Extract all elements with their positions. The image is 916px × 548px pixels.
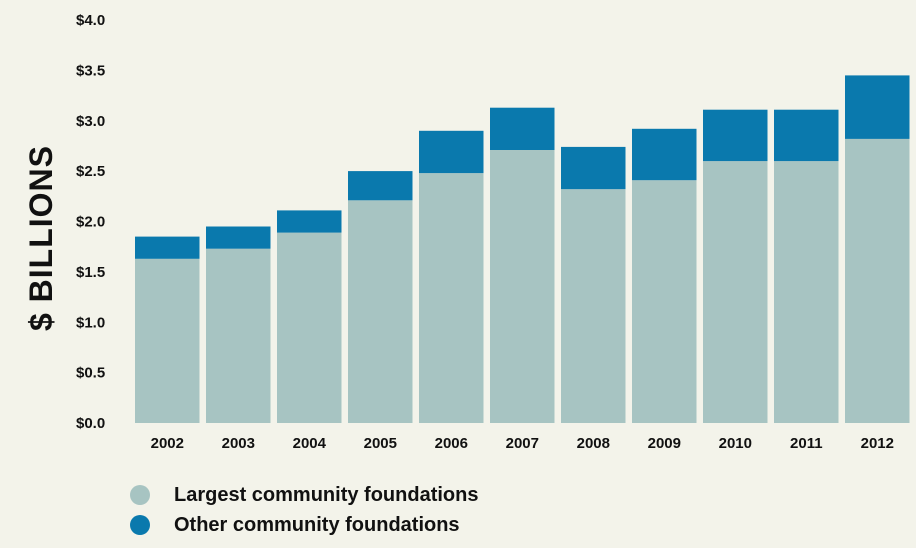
legend-item-other: Other community foundations [130,510,478,540]
x-tick-label: 2003 [222,435,255,452]
x-tick-label: 2006 [435,435,468,452]
bar-segment-other [135,236,200,259]
bar-segment-largest [419,173,484,423]
y-tick-label: $3.0 [76,113,105,130]
bar-segment-largest [561,189,626,423]
bar-segment-other [561,146,626,190]
y-tick-label: $0.5 [76,365,105,382]
bar-segment-other [419,130,484,174]
bar-segment-other [490,107,555,150]
legend-item-largest: Largest community foundations [130,480,478,510]
chart-plot: $0.0 $0.5 $1.0 $1.5 $2.0 $2.5 $3.0 $3.5 $4.0 $ BI… [23,12,910,452]
bar-segment-other [632,128,697,181]
y-tick-label: $2.0 [76,214,105,231]
legend-label-other: Other community foundations [174,513,460,536]
bar-segment-largest [774,161,839,423]
x-tick-label: 2004 [293,435,327,452]
bar-segment-other [845,75,910,139]
y-tick-label: $2.5 [76,163,105,180]
bar-segment-largest [135,258,200,423]
y-tick-label: $3.5 [76,62,105,79]
y-tick-label: $1.0 [76,314,105,331]
bar-segment-largest [206,248,271,423]
x-tick-label: 2007 [506,435,539,452]
legend-swatch-other [130,515,150,535]
y-tick-label: $1.5 [76,264,105,281]
bar-segment-other [703,109,768,162]
bar-segment-other [206,226,271,249]
x-tick-label: 2005 [364,435,397,452]
bar-segment-other [348,171,413,201]
bar-segment-other [277,210,342,233]
x-tick-label: 2012 [861,435,894,452]
bar-segment-largest [632,180,697,423]
legend: Largest community foundations Other comm… [130,480,478,540]
bar-segment-largest [490,150,555,423]
x-tick-label: 2002 [151,435,184,452]
y-axis-label: $ BILLIONS [23,145,59,331]
x-tick-label: 2009 [648,435,681,452]
x-tick-label: 2010 [719,435,752,452]
y-tick-label: $0.0 [76,415,105,432]
bar-segment-largest [703,161,768,423]
legend-label-largest: Largest community foundations [174,483,479,506]
bar-segment-largest [845,138,910,423]
bar-segment-largest [348,200,413,423]
legend-swatch-largest [130,485,150,505]
bar-segment-largest [277,232,342,423]
x-tick-label: 2011 [790,435,823,452]
bar-segment-other [774,109,839,162]
x-tick-label: 2008 [577,435,610,452]
y-tick-label: $4.0 [76,12,105,29]
